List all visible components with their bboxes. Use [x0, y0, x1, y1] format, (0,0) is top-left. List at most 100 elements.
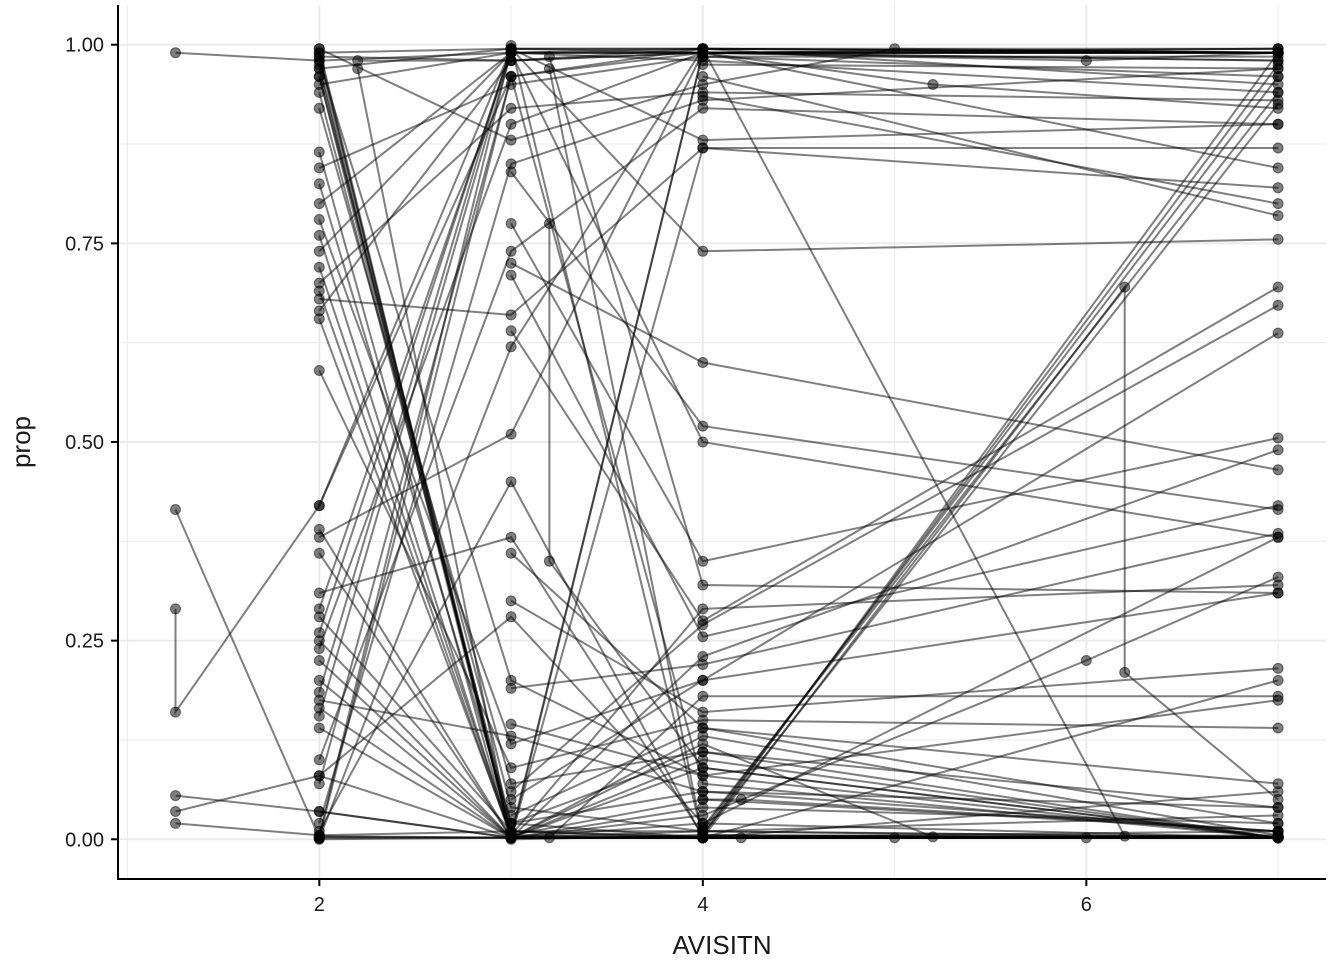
data-point: [1272, 464, 1284, 476]
series-line-31: [318, 448, 1279, 840]
data-point: [1272, 500, 1284, 512]
data-point: [313, 830, 325, 842]
data-point: [1272, 694, 1284, 706]
data-point: [313, 611, 325, 623]
x-axis-title: AVISITN: [672, 930, 771, 960]
data-point: [1119, 666, 1131, 678]
data-point: [505, 718, 517, 730]
data-point: [889, 43, 901, 55]
data-point: [505, 341, 517, 353]
data-point: [313, 229, 325, 241]
data-point: [505, 762, 517, 774]
data-point: [543, 218, 555, 229]
data-point: [697, 631, 709, 643]
data-point: [505, 71, 517, 82]
series-line-51: [318, 67, 1279, 824]
data-point: [313, 754, 325, 766]
data-point: [505, 682, 517, 694]
y-tick-label: 0.75: [65, 233, 104, 255]
data-point: [170, 790, 181, 802]
data-point: [1272, 432, 1284, 444]
data-point: [170, 603, 181, 615]
data-point: [1272, 142, 1284, 154]
data-point: [697, 59, 709, 71]
data-point: [313, 162, 325, 174]
y-tick-label: 0.00: [65, 829, 104, 851]
data-point: [313, 313, 325, 325]
data-point: [505, 476, 517, 488]
data-point: [697, 722, 709, 734]
data-point: [313, 102, 325, 114]
data-point: [505, 809, 517, 821]
data-point: [735, 794, 747, 805]
data-point: [505, 245, 517, 257]
data-point: [1272, 722, 1284, 734]
data-point: [697, 603, 709, 615]
data-point: [697, 579, 709, 591]
series-line-30: [318, 46, 1279, 506]
data-point: [170, 504, 181, 515]
series-line-88: [702, 51, 1279, 169]
data-point: [1272, 662, 1284, 674]
data-point: [543, 51, 555, 63]
series-line-70: [548, 223, 1279, 839]
data-point: [313, 778, 325, 790]
data-point: [1272, 527, 1284, 539]
data-point: [697, 809, 709, 821]
data-point: [313, 178, 325, 190]
data-point: [505, 829, 517, 841]
data-point: [1272, 281, 1284, 293]
series-line-87: [702, 835, 1279, 839]
series-line-97: [702, 103, 1279, 836]
data-point: [927, 831, 939, 843]
series-line-46: [318, 727, 1279, 839]
data-point: [697, 436, 709, 448]
series-line-90: [702, 95, 1279, 205]
data-point: [505, 531, 517, 543]
data-point: [543, 555, 555, 567]
data-point: [505, 794, 517, 805]
data-point: [697, 706, 709, 718]
data-point: [313, 587, 325, 599]
data-point: [697, 555, 709, 567]
data-point: [1272, 674, 1284, 686]
series-line-43: [319, 699, 1279, 809]
data-point: [352, 63, 364, 75]
x-tick-label: 6: [1081, 894, 1092, 916]
series-line-92: [702, 63, 1279, 70]
data-point: [313, 500, 325, 512]
data-point: [505, 325, 517, 337]
data-point: [1272, 233, 1284, 245]
data-point: [505, 611, 517, 623]
data-point: [735, 832, 747, 844]
data-point: [313, 214, 325, 225]
series-line-65: [319, 284, 1279, 839]
data-point: [1272, 327, 1284, 339]
data-point: [1272, 444, 1284, 456]
data-point: [1272, 98, 1284, 110]
data-points: [170, 40, 1284, 845]
series-line-47: [318, 107, 1279, 761]
data-point: [170, 47, 181, 59]
data-point: [313, 198, 325, 210]
y-axis-title: prop: [6, 416, 36, 468]
data-point: [170, 806, 181, 817]
data-point: [313, 86, 325, 98]
data-point: [313, 806, 325, 817]
series-line-49: [318, 47, 1279, 784]
series-line-22: [318, 50, 1279, 539]
x-tick-label: 2: [314, 894, 325, 916]
data-point: [505, 269, 517, 281]
data-point: [313, 146, 325, 158]
data-point: [505, 428, 517, 440]
data-point: [313, 365, 325, 376]
y-tick-label: 0.25: [65, 631, 104, 653]
data-point: [505, 55, 517, 67]
data-point: [697, 829, 709, 840]
data-point: [313, 293, 325, 305]
data-point: [543, 63, 555, 75]
data-point: [313, 655, 325, 666]
data-point: [313, 245, 325, 257]
data-point: [505, 43, 517, 55]
data-point: [505, 309, 517, 321]
